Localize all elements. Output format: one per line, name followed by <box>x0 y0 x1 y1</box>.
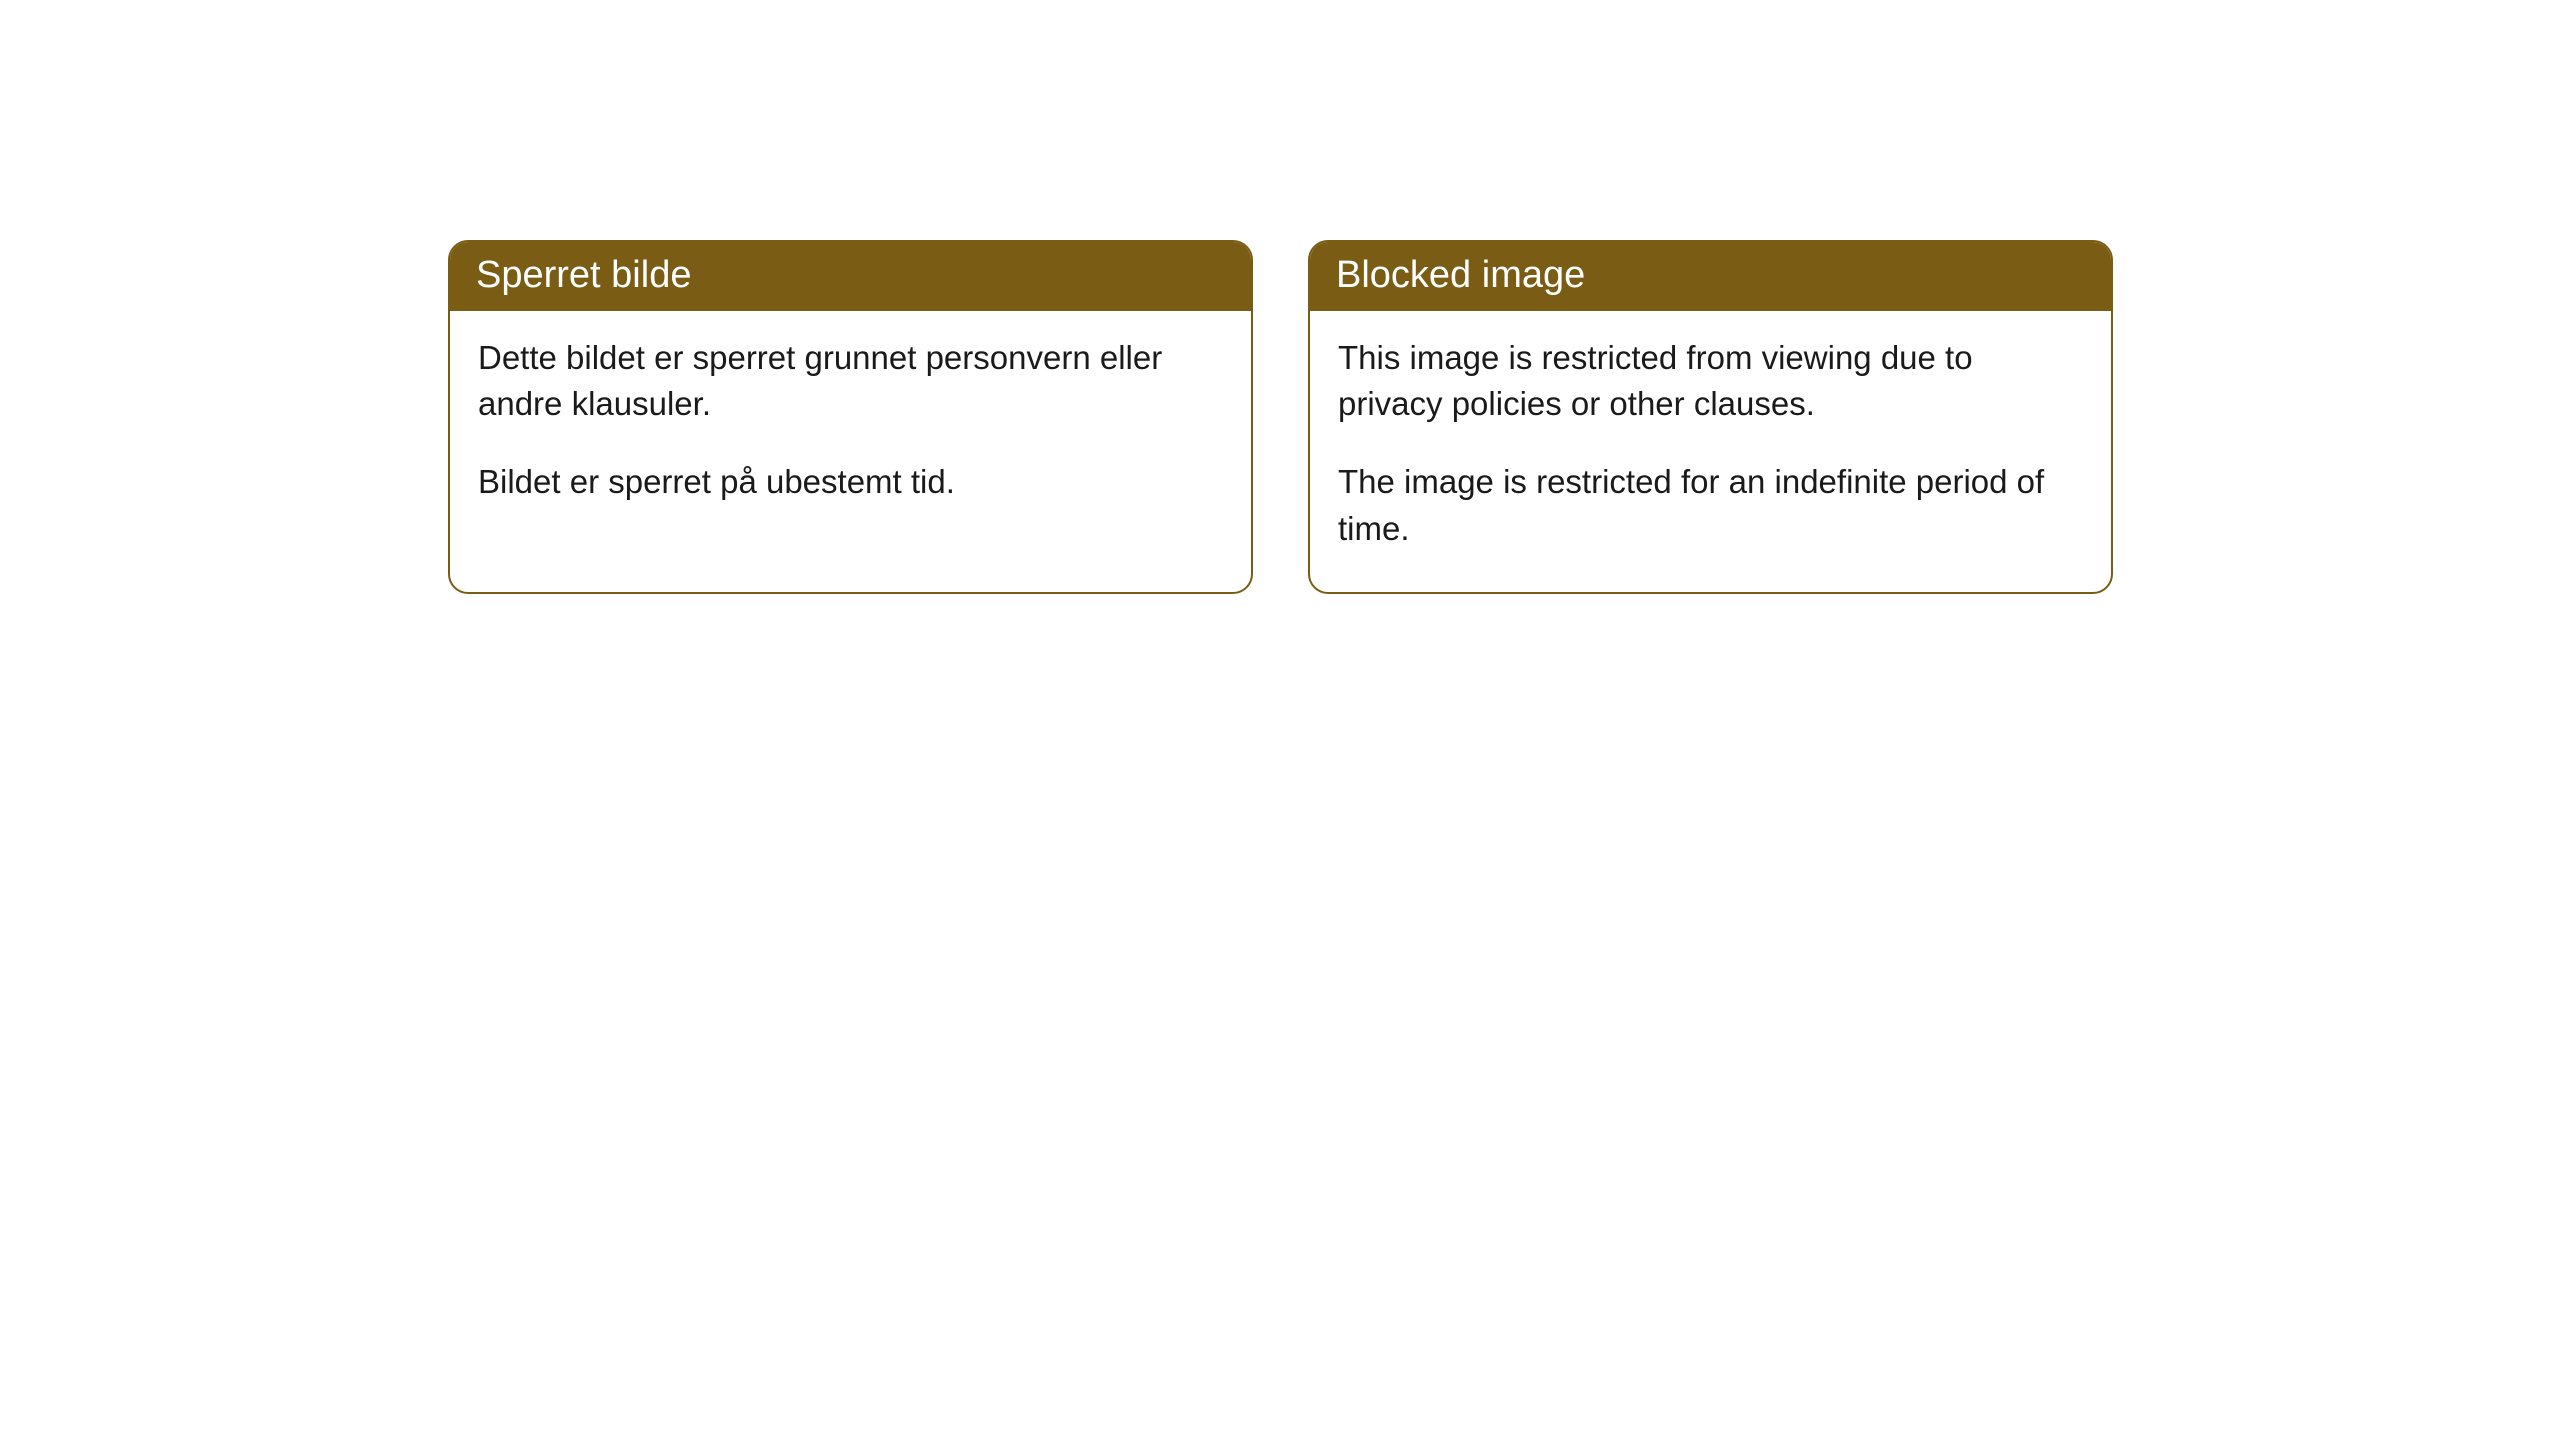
card-header: Sperret bilde <box>450 242 1251 311</box>
card-header: Blocked image <box>1310 242 2111 311</box>
card-title: Blocked image <box>1336 254 1585 296</box>
card-body: Dette bildet er sperret grunnet personve… <box>450 311 1251 546</box>
card-body: This image is restricted from viewing du… <box>1310 311 2111 592</box>
card-paragraph-1: Dette bildet er sperret grunnet personve… <box>478 335 1223 427</box>
blocked-image-card-english: Blocked image This image is restricted f… <box>1308 240 2113 594</box>
blocked-image-card-norwegian: Sperret bilde Dette bildet er sperret gr… <box>448 240 1253 594</box>
notice-cards-container: Sperret bilde Dette bildet er sperret gr… <box>0 0 2560 594</box>
card-paragraph-2: The image is restricted for an indefinit… <box>1338 459 2083 551</box>
card-title: Sperret bilde <box>476 254 691 296</box>
card-paragraph-2: Bildet er sperret på ubestemt tid. <box>478 459 1223 505</box>
card-paragraph-1: This image is restricted from viewing du… <box>1338 335 2083 427</box>
